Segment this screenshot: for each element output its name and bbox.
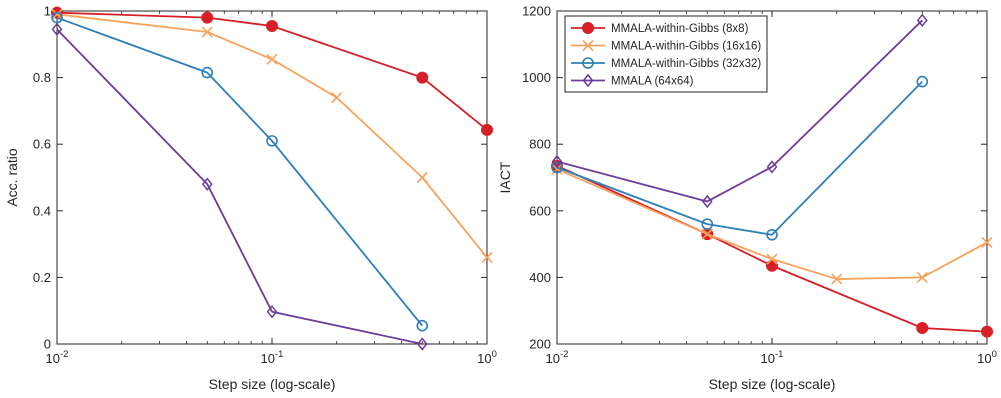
data-point [416, 71, 429, 84]
y-tick-label: 800 [529, 137, 551, 152]
data-point [266, 53, 278, 65]
series-2 [551, 163, 993, 285]
series-4 [51, 22, 428, 351]
series-line [556, 165, 988, 333]
data-point [51, 22, 63, 37]
data-point [831, 273, 843, 285]
data-point [916, 322, 929, 335]
data-point [551, 163, 563, 175]
x-tick-label: 10-1 [761, 349, 784, 366]
y-tick-label: 600 [529, 203, 551, 218]
legend-marker [582, 73, 594, 88]
series-line [56, 13, 488, 258]
y-tick-label: 0.4 [33, 203, 51, 218]
y-tick-label: 0 [44, 337, 51, 352]
legend-marker [582, 57, 594, 69]
data-point [766, 259, 778, 272]
y-tick-label: 400 [529, 270, 551, 285]
data-point [981, 325, 993, 338]
legend-item: MMALA (64x64) [571, 73, 694, 88]
y-tick-label: 1000 [522, 70, 551, 85]
data-point [551, 161, 563, 174]
data-point [201, 66, 214, 79]
series-3 [51, 11, 429, 332]
data-point [766, 160, 778, 174]
data-point [916, 271, 928, 283]
data-point [416, 171, 428, 184]
data-point [331, 92, 343, 104]
series-line [56, 28, 423, 345]
legend-label: MMALA-within-Gibbs (16x16) [611, 41, 761, 53]
x-tick-label: 10-2 [46, 349, 69, 366]
series-1 [51, 6, 493, 136]
y-axis-label: IACT [497, 161, 513, 193]
y-tick-label: 0.2 [33, 270, 51, 285]
data-point [916, 75, 929, 88]
x-tick-label: 100 [477, 349, 497, 366]
data-point [416, 337, 428, 351]
legend-label: MMALA-within-Gibbs (8x8) [611, 23, 749, 35]
legend-label: MMALA (64x64) [611, 76, 694, 88]
series-line [556, 80, 923, 236]
x-tick-label: 10-2 [546, 349, 569, 366]
y-tick-label: 0.8 [33, 70, 51, 85]
data-point [266, 135, 278, 147]
data-point [266, 19, 278, 32]
x-axis-label: Step size (log-scale) [709, 376, 836, 392]
y-tick-label: 1 [44, 4, 51, 19]
y-tick-label: 1200 [522, 4, 551, 19]
data-point [701, 218, 714, 230]
legend-item: MMALA-within-Gibbs (16x16) [571, 39, 761, 53]
legend-item: MMALA-within-Gibbs (8x8) [571, 22, 749, 35]
data-point [266, 304, 278, 319]
x-axis-label: Step size (log-scale) [209, 376, 336, 392]
legend-label: MMALA-within-Gibbs (32x32) [611, 58, 761, 70]
data-point [981, 236, 993, 249]
data-point [201, 177, 213, 191]
chart-panel-1: 10-2 10-1 100 0 0.2 0.4 0.6 0.8 1 Step size (log-… [4, 4, 497, 393]
legend-item: MMALA-within-Gibbs (32x32) [571, 57, 761, 70]
data-point [701, 194, 713, 209]
legend-marker [582, 22, 594, 34]
data-point [916, 13, 928, 28]
series-line [556, 168, 988, 280]
data-point [481, 251, 493, 263]
data-point [766, 228, 778, 241]
data-point [701, 228, 713, 240]
data-point [201, 11, 214, 24]
y-axis-label: Acc. ratio [4, 148, 20, 207]
legend: MMALA-within-Gibbs (8x8) MMALA-within-Gib… [564, 15, 768, 93]
y-tick-label: 200 [529, 337, 551, 352]
series-line [56, 16, 423, 327]
data-point [51, 8, 63, 20]
series-2 [51, 8, 493, 263]
y-tick-label: 0.6 [33, 137, 51, 152]
series-3 [551, 75, 929, 241]
data-point [766, 253, 778, 265]
series-4 [551, 13, 928, 209]
data-point [416, 319, 429, 332]
data-point [481, 123, 493, 136]
series-1 [551, 159, 993, 338]
series-line [556, 19, 923, 203]
data-point [551, 154, 563, 169]
x-tick-label: 10-1 [261, 349, 284, 366]
data-point [201, 26, 213, 38]
legend-marker [582, 39, 594, 52]
chart-panel-2: 10-2 10-1 100 200 400 600 800 1000 1200 Step size… [497, 4, 997, 393]
x-tick-label: 100 [977, 349, 997, 366]
